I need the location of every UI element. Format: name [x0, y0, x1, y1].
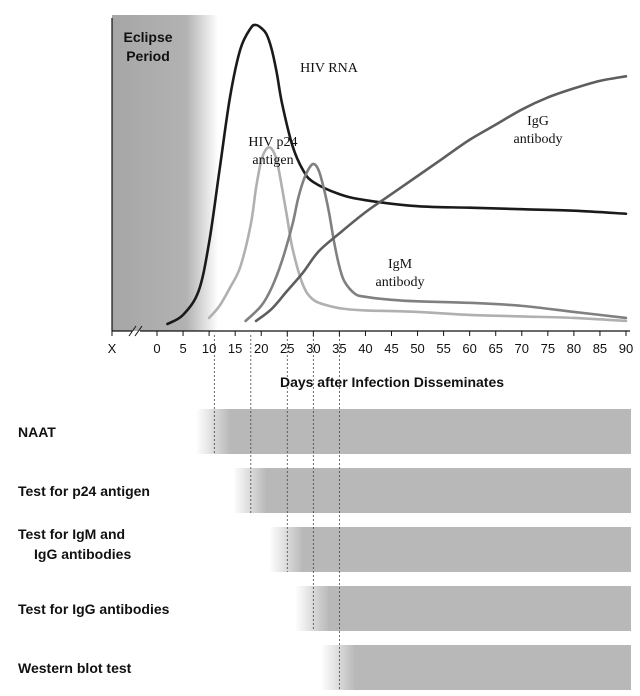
test-bar-fill: [328, 586, 631, 631]
test-bars-layer: NAAT Test for p24 antigen Test for IgM and…: [18, 409, 632, 690]
x-tick-label: 25: [280, 341, 294, 356]
x-tick-label: 90: [619, 341, 633, 356]
x-tick-label: 45: [384, 341, 398, 356]
x-tick-label: 5: [179, 341, 186, 356]
series-label: antigen: [252, 153, 293, 168]
test-bar-fade: [321, 645, 356, 690]
series-curve: [207, 146, 628, 323]
series-label: antibody: [514, 132, 563, 147]
test-bar: [321, 645, 631, 690]
x-tick-label: 80: [567, 341, 581, 356]
x-tick-label: 75: [541, 341, 555, 356]
eclipse-period-label: Eclipse: [123, 29, 172, 45]
test-label: Test for IgM and: [18, 526, 125, 542]
x-tick-label: 55: [436, 341, 450, 356]
test-bar-fill: [229, 409, 632, 454]
series-label: IgM: [388, 257, 413, 272]
test-label: NAAT: [18, 424, 56, 440]
curves-layer: [166, 23, 628, 326]
x-tick-label: 65: [488, 341, 502, 356]
x-tick-label: 35: [332, 341, 346, 356]
x-tick-label: X: [108, 341, 117, 356]
axis-break-mark: [128, 325, 137, 337]
x-tick-label: 60: [462, 341, 476, 356]
test-bar-fade: [269, 527, 304, 572]
test-bar: [232, 468, 631, 513]
series-curve: [244, 162, 628, 323]
series-label: HIV p24: [248, 135, 297, 150]
x-tick-label: 30: [306, 341, 320, 356]
test-bar: [196, 409, 632, 454]
test-bar-fill: [302, 527, 631, 572]
x-tick-label: 0: [153, 341, 160, 356]
series-label: IgG: [527, 114, 549, 129]
axis-break-mark: [134, 325, 143, 337]
x-tick-label: 15: [228, 341, 242, 356]
x-tick-label: 40: [358, 341, 372, 356]
test-label: Western blot test: [18, 660, 132, 676]
test-bar-fade: [295, 586, 330, 631]
detection-guides-layer: [213, 335, 340, 690]
series-curve: [166, 23, 628, 326]
series-label: HIV RNA: [300, 61, 359, 76]
x-axis-title: Days after Infection Disseminates: [280, 374, 504, 390]
series-curve: [254, 75, 628, 323]
x-tick-label: 20: [254, 341, 268, 356]
test-bar-fade: [196, 409, 231, 454]
test-label: Test for p24 antigen: [18, 483, 150, 499]
test-bar: [269, 527, 631, 572]
eclipse-period-label: Period: [126, 48, 170, 64]
test-bar-fill: [354, 645, 631, 690]
test-bar-fade: [232, 468, 267, 513]
series-label: antibody: [376, 275, 425, 290]
x-tick-label: 70: [515, 341, 529, 356]
x-axis: X 0 5 10 15 20 25 30 35 40 45 50 55 60 65 70 75 80 85 90 Day…: [108, 18, 633, 390]
test-label: Test for IgG antibodies: [18, 601, 170, 617]
test-bar-fill: [265, 468, 631, 513]
test-label: IgG antibodies: [34, 546, 131, 562]
eclipse-period-band: [112, 15, 219, 331]
eclipse-period-layer: Eclipse Period: [112, 15, 219, 331]
labels-layer: HIV RNA HIV p24 antigen IgM antibody IgG antib…: [248, 61, 562, 290]
test-bar: [295, 586, 631, 631]
x-tick-label: 10: [202, 341, 216, 356]
x-tick-label: 85: [593, 341, 607, 356]
x-tick-label: 50: [410, 341, 424, 356]
